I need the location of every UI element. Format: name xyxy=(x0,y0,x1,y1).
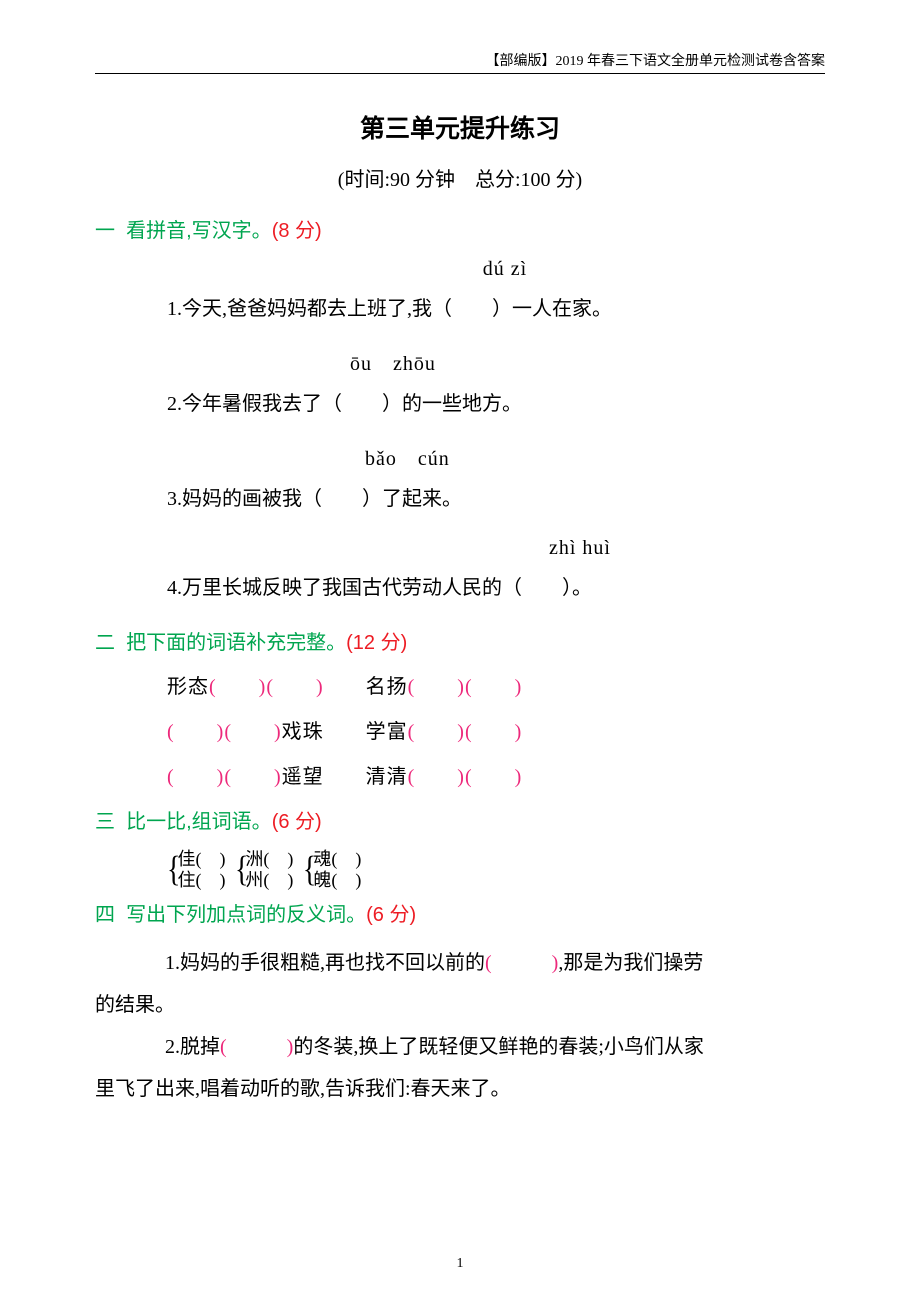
pair-1: 佳( )住( ) xyxy=(177,849,225,890)
section-3-points: (6 分) xyxy=(272,811,322,833)
pair-3: 魂( )魄( ) xyxy=(313,849,361,890)
idiom-1b: 名扬 xyxy=(366,676,408,698)
s4-q2-line2: 里飞了出来,唱着动听的歌,告诉我们:春天来了。 xyxy=(95,1068,825,1110)
section-3-header: 三 比一比,组词语。(6 分) xyxy=(95,805,825,834)
q3-text: 3.妈妈的画被我（ ）了起来。 xyxy=(167,483,825,515)
section-2-num: 二 xyxy=(95,632,115,654)
q3-blank xyxy=(322,488,362,510)
q4-blank xyxy=(522,577,562,599)
s4-q1-blank: ( ) xyxy=(485,952,558,974)
s4-q1-line1: 1.妈妈的手很粗糙,再也找不回以前的( ),那是为我们操劳 xyxy=(125,942,825,984)
section-2-header: 二 把下面的词语补充完整。(12 分) xyxy=(95,626,825,655)
s4-q2-line1: 2.脱掉( )的冬装,换上了既轻便又鲜艳的春装;小鸟们从家 xyxy=(125,1026,825,1068)
idiom-3a: 遥望 xyxy=(282,766,324,788)
idiom-1a: 形态 xyxy=(167,676,209,698)
idiom-line-2: ( )( )戏珠 学富( )( ) xyxy=(167,715,825,744)
idiom-3b-blank: ( )( ) xyxy=(408,766,523,788)
section-1-num: 一 xyxy=(95,220,115,242)
section-3-num: 三 xyxy=(95,811,115,833)
idiom-3a-blank: ( )( ) xyxy=(167,766,282,788)
s4-q1-p2: ,那是为我们操劳 xyxy=(558,952,703,974)
q1-after: ）一人在家。 xyxy=(492,298,612,320)
section-2-title: 把下面的词语补充完整。 xyxy=(126,632,346,654)
q4-text: 4.万里长城反映了我国古代劳动人民的（ ）。 xyxy=(167,572,825,604)
section-1-header: 一 看拼音,写汉字。(8 分) xyxy=(95,214,825,243)
q2-before: 2.今年暑假我去了（ xyxy=(167,393,342,415)
s4-q1-line2: 的结果。 xyxy=(95,984,825,1026)
brace-icon: { xyxy=(303,848,316,892)
q2-blank xyxy=(342,393,382,415)
document-subtitle: (时间:90 分钟 总分:100 分) xyxy=(95,163,825,192)
q1-blank xyxy=(452,298,492,320)
section-3-title: 比一比,组词语。 xyxy=(126,811,272,833)
s4-q2-blank: ( ) xyxy=(220,1036,293,1058)
idiom-1b-blank: ( )( ) xyxy=(408,676,523,698)
brace-icon: { xyxy=(235,848,248,892)
pair-2: 洲( )州( ) xyxy=(245,849,293,890)
section-2-points: (12 分) xyxy=(346,632,407,654)
page-header: 【部编版】2019 年春三下语文全册单元检测试卷含答案 xyxy=(95,50,825,74)
compare-groups: {佳( )住( ) {洲( )州( ) {魂( )魄( ) xyxy=(167,849,825,890)
q3-pinyin: bǎo cún xyxy=(365,442,825,471)
q4-before: 4.万里长城反映了我国古代劳动人民的（ xyxy=(167,577,522,599)
idiom-line-3: ( )( )遥望 清清( )( ) xyxy=(167,760,825,789)
idiom-2a: 戏珠 xyxy=(282,721,324,743)
q4-after: ）。 xyxy=(562,577,592,599)
brace-icon: { xyxy=(167,848,180,892)
q2-pinyin: ōu zhōu xyxy=(350,347,825,376)
q4-pinyin: zhì huì xyxy=(95,537,825,560)
section-4-num: 四 xyxy=(95,904,115,926)
idiom-2b-blank: ( )( ) xyxy=(408,721,523,743)
q1-text: 1.今天,爸爸妈妈都去上班了,我（ ）一人在家。 xyxy=(167,293,825,325)
idiom-line-1: 形态( )( ) 名扬( )( ) xyxy=(167,670,825,699)
idiom-2b: 学富 xyxy=(366,721,408,743)
idiom-1a-blank: ( )( ) xyxy=(209,676,324,698)
section-1-title: 看拼音,写汉字。 xyxy=(126,220,272,242)
q3-after: ）了起来。 xyxy=(362,488,462,510)
q3-before: 3.妈妈的画被我（ xyxy=(167,488,322,510)
s4-q2-p1: 2.脱掉 xyxy=(165,1036,220,1058)
q1-pinyin: dú zì xyxy=(95,258,825,281)
section-4-points: (6 分) xyxy=(366,904,416,926)
q2-after: ）的一些地方。 xyxy=(382,393,522,415)
s4-q1-p1: 1.妈妈的手很粗糙,再也找不回以前的 xyxy=(165,952,485,974)
section-4-header: 四 写出下列加点词的反义词。(6 分) xyxy=(95,898,825,927)
idiom-2a-blank: ( )( ) xyxy=(167,721,282,743)
s4-q2-p2: 的冬装,换上了既轻便又鲜艳的春装;小鸟们从家 xyxy=(293,1036,704,1058)
section-4-title: 写出下列加点词的反义词。 xyxy=(126,904,366,926)
q1-before: 1.今天,爸爸妈妈都去上班了,我（ xyxy=(167,298,452,320)
page-number: 1 xyxy=(0,1256,920,1272)
q2-text: 2.今年暑假我去了（ ）的一些地方。 xyxy=(167,388,825,420)
idiom-3b: 清清 xyxy=(366,766,408,788)
document-title: 第三单元提升练习 xyxy=(95,109,825,145)
section-1-points: (8 分) xyxy=(272,220,322,242)
